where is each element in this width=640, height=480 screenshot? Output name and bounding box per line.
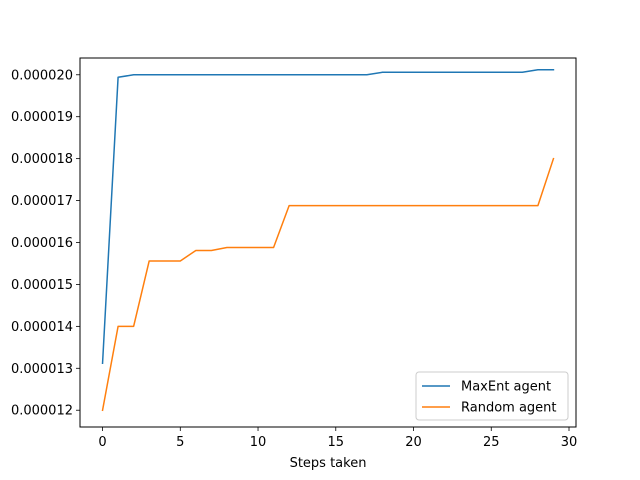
series-line-1: [101, 157, 555, 412]
series-line-0: [101, 68, 555, 365]
y-tick-label: 0.000013: [11, 362, 73, 377]
legend-label: MaxEnt agent: [461, 380, 551, 395]
x-tick-label: 0: [98, 435, 106, 450]
legend-label: Random agent: [461, 401, 557, 416]
y-tick-label: 0.000015: [11, 278, 73, 293]
x-axis: 0 5 10 15 20 25 30: [98, 427, 577, 450]
x-axis-label: Steps taken: [290, 456, 367, 471]
legend: MaxEnt agent Random agent: [415, 371, 569, 421]
x-tick-label: 30: [561, 435, 578, 450]
y-axis: 0.000012 0.000013 0.000014 0.000015 0.000016…: [11, 68, 80, 419]
y-tick-label: 0.000019: [11, 110, 73, 125]
legend-box: [415, 371, 569, 421]
x-tick-label: 20: [405, 435, 422, 450]
x-tick-label: 25: [483, 435, 500, 450]
y-tick-label: 0.000012: [11, 404, 73, 419]
y-tick-label: 0.000014: [11, 320, 73, 335]
series-layer: [101, 68, 555, 412]
plot-area: [80, 58, 576, 427]
y-tick-label: 0.000018: [11, 152, 73, 167]
x-tick-label: 5: [176, 435, 184, 450]
y-tick-label: 0.000016: [11, 236, 73, 251]
y-tick-label: 0.000017: [11, 194, 73, 209]
x-tick-label: 10: [250, 435, 267, 450]
x-tick-label: 15: [328, 435, 345, 450]
y-tick-label: 0.000020: [11, 68, 73, 83]
